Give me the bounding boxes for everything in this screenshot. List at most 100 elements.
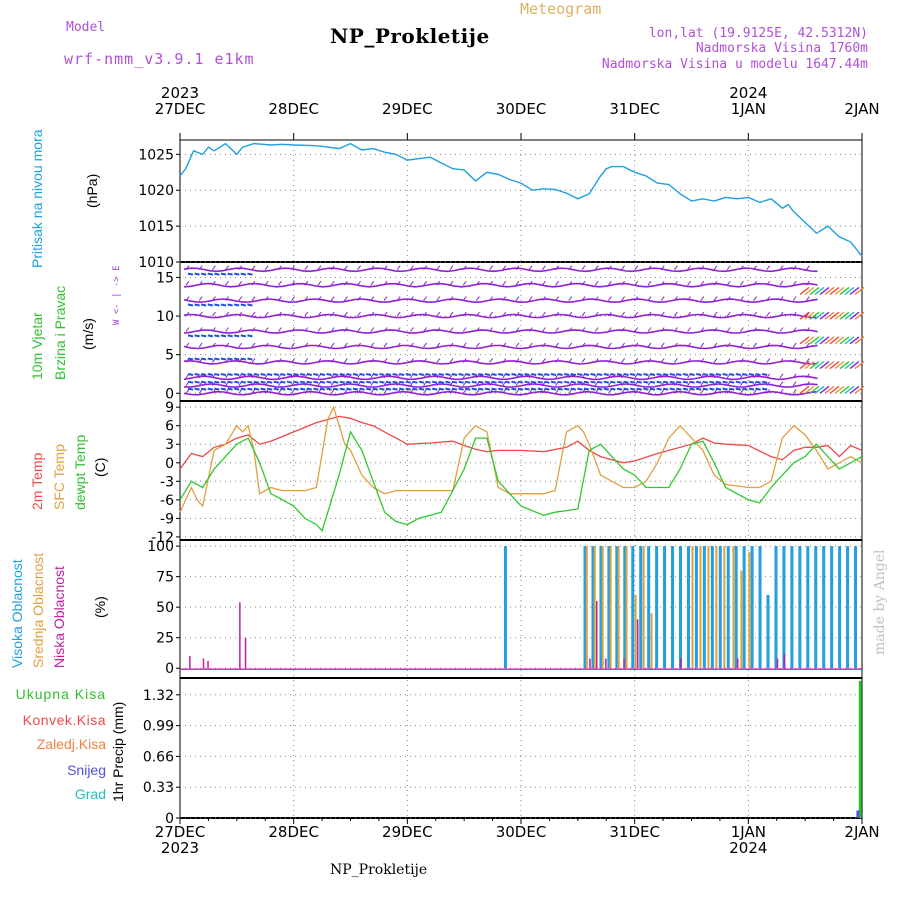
- wind-barb-blue: [201, 303, 207, 307]
- wind-barb: [660, 280, 665, 286]
- wind-barb-blue: [214, 357, 220, 361]
- wind-barb-blue: [682, 372, 689, 376]
- wind-barb: [726, 296, 731, 301]
- wind-barb-blue: [359, 380, 365, 384]
- wind-barb: [806, 373, 810, 379]
- wind-barb: [792, 265, 797, 271]
- wind-barb: [277, 280, 282, 286]
- cloud-bar: [748, 552, 751, 669]
- panel-frames: [179, 139, 863, 819]
- wind-barb-blue: [392, 372, 398, 376]
- wind-barb: [304, 265, 309, 271]
- cloud-bar: [686, 546, 690, 669]
- wind-barb: [753, 388, 757, 394]
- cloud-bar: [680, 658, 682, 669]
- wind-barb-blue: [207, 380, 213, 384]
- precip-ytick-label: 0.99: [143, 719, 174, 735]
- wind-barb-blue: [636, 380, 642, 384]
- wind-barb-blue: [273, 380, 279, 384]
- wind-barb: [304, 311, 309, 317]
- wind-barb: [502, 358, 507, 363]
- wind-barb: [225, 280, 230, 286]
- wind-barb-blue: [511, 380, 517, 384]
- wind-barb-blue: [557, 380, 563, 384]
- wind-barb: [594, 311, 599, 317]
- wind-barb: [304, 342, 309, 348]
- wind-barb: [198, 280, 203, 286]
- wind-barb-blue: [498, 380, 504, 384]
- wind-barb: [779, 327, 784, 332]
- wind-barb-blue: [366, 387, 372, 391]
- wind-barb: [502, 311, 507, 317]
- wind-barb-blue: [187, 380, 194, 384]
- cloud-bar: [671, 546, 675, 669]
- wind-barb: [211, 311, 216, 317]
- wind-barb-blue: [471, 380, 477, 384]
- wind-barb-blue: [630, 387, 636, 391]
- wind-barb: [370, 327, 375, 332]
- cloud-bar: [636, 619, 639, 669]
- wind-barb-blue: [537, 372, 543, 376]
- wind-barb-blue: [432, 380, 438, 384]
- model-name: wrf-nmm_v3.9.1 e1km: [64, 50, 255, 68]
- wind-barb-blue: [293, 380, 299, 384]
- wind-barb: [291, 358, 296, 363]
- wind-barb-blue: [445, 387, 451, 391]
- wind-barb: [542, 296, 546, 301]
- wind-barb: [304, 327, 309, 332]
- wind-barb: [700, 280, 705, 286]
- wind-barb: [251, 327, 256, 332]
- wind-barb: [462, 311, 467, 317]
- wind-barb-blue: [649, 387, 656, 391]
- wind-barb-blue: [465, 387, 471, 391]
- wind-barb-blue: [663, 372, 669, 376]
- wind-barb-blue: [524, 387, 530, 391]
- wind-barb: [238, 342, 243, 348]
- wind-barb-blue: [201, 380, 207, 384]
- wind-barb: [700, 311, 705, 317]
- wind-barb-blue: [207, 372, 213, 376]
- temp-ytick-label: 9: [165, 400, 174, 416]
- wind-barb-blue: [227, 372, 233, 376]
- wind-barb-storm: [799, 311, 810, 320]
- wind-barb: [647, 327, 652, 332]
- wind-barb-blue: [583, 387, 590, 391]
- wind-barb-blue: [709, 387, 715, 391]
- cloud-bar: [774, 546, 778, 669]
- wind-barb: [740, 327, 744, 332]
- wind-barb: [568, 296, 573, 301]
- cloud-bar: [736, 658, 739, 669]
- wind-barb: [779, 296, 784, 301]
- wind-barb: [687, 296, 691, 301]
- wind-barb: [225, 265, 230, 271]
- wind-barb-blue: [616, 380, 623, 384]
- wind-barb: [409, 358, 414, 363]
- wind-barb-blue: [504, 372, 510, 376]
- wind-barb: [581, 342, 586, 348]
- cloud-bar: [599, 546, 603, 669]
- wind-barb-blue: [201, 334, 207, 338]
- wind-barb: [462, 265, 467, 271]
- wind-barb-blue: [689, 372, 695, 376]
- wind-barb-blue: [220, 303, 227, 307]
- wind-barb: [409, 327, 414, 332]
- wind-barb: [383, 296, 388, 301]
- top-year-label: 2024: [729, 84, 767, 102]
- wind-barb: [304, 296, 309, 301]
- wind-barb: [779, 358, 784, 363]
- bottom-year-label: 2024: [729, 839, 767, 857]
- wind-barb: [330, 265, 335, 271]
- wind-barb: [330, 311, 335, 317]
- wind-barb-storm: [819, 286, 830, 295]
- bottom-date-label: 2JAN: [844, 823, 879, 841]
- model-label: Model: [66, 20, 106, 35]
- temp-ytick-label: 6: [165, 419, 174, 435]
- wind-barb: [581, 358, 586, 363]
- wind-barb-blue: [286, 387, 293, 391]
- wind-barb: [211, 265, 216, 271]
- wind-barb: [634, 327, 639, 332]
- wind-barb-blue: [729, 387, 735, 391]
- wind-barb-blue: [214, 272, 220, 276]
- temp-ytick-label: 0: [165, 456, 174, 472]
- wind-barb-blue: [194, 272, 200, 276]
